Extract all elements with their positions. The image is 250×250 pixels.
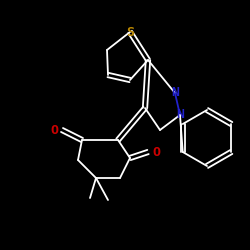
- Text: N: N: [171, 86, 179, 100]
- Text: O: O: [152, 146, 160, 158]
- Text: O: O: [50, 124, 58, 136]
- Text: S: S: [126, 26, 134, 38]
- Text: N: N: [176, 108, 184, 122]
